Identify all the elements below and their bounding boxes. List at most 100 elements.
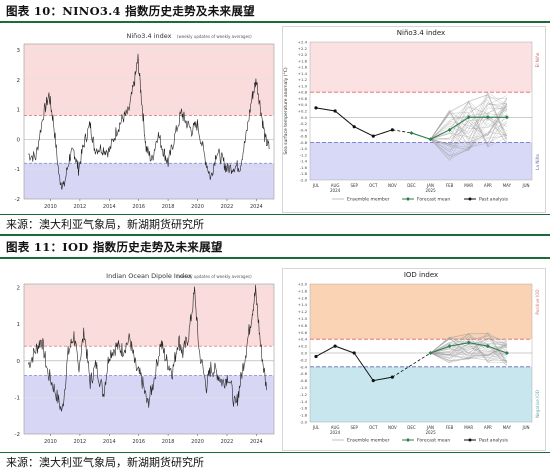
x-tick-label: OCT [369, 183, 378, 188]
ensemble-member-line [430, 339, 507, 364]
y-tick-label: -2 [15, 197, 20, 203]
ensemble-member-line [430, 91, 508, 152]
x-tick-label: FEB [446, 183, 454, 188]
y-tick-label: +1.8 [298, 288, 308, 293]
y-tick-label: +1.6 [298, 65, 308, 70]
past-analysis-point [390, 128, 394, 132]
ensemble-member-line [430, 95, 507, 161]
caption-rule [0, 21, 550, 23]
ensemble-member-line [430, 118, 507, 157]
chart-title: Niño3.4 index [397, 29, 445, 37]
x-tick-label: JUN [521, 183, 529, 188]
plot-frame [23, 43, 275, 200]
x-tick-label: 2010 [44, 439, 57, 445]
y-tick-label: +1.4 [298, 71, 308, 76]
ensemble-member-line [430, 342, 507, 357]
ensemble-member-line [430, 97, 508, 145]
y-tick-label: 0.0 [301, 115, 308, 120]
forecast-mean-point [485, 115, 490, 120]
y-tick-label: -1.4 [300, 159, 308, 164]
x-tick-label: MAR [464, 425, 473, 430]
y-tick-label: +1.2 [298, 309, 308, 314]
y-tick-label: +1.6 [298, 295, 308, 300]
ensemble-member-line [430, 110, 507, 149]
x-tick-label: JUL [312, 183, 320, 188]
legend-past-label: Past analysis [479, 197, 509, 203]
index-series-line [28, 53, 270, 190]
plot-frame [23, 283, 275, 435]
y-tick-label: -1.0 [300, 385, 308, 390]
x-tick-label: DEC [407, 425, 416, 430]
forecast-mean-point [466, 340, 471, 345]
forecast-mean-point [409, 130, 414, 135]
forecast-mean-point [504, 351, 509, 355]
x-tick-label: 2018 [162, 439, 175, 445]
y-tick-label: +0.2 [298, 109, 308, 114]
chart-title: IOD index [404, 271, 438, 279]
x-tick-label: 2012 [74, 439, 87, 445]
y-tick-label: +0.6 [298, 96, 308, 101]
y-tick-label: -1 [15, 395, 20, 401]
warm-band [24, 284, 274, 347]
x-tick-label: JAN [426, 183, 434, 188]
y-tick-label: 1 [17, 322, 21, 328]
y-tick-label: +0.8 [298, 90, 308, 95]
chart-subtitle: (weekly updates of weekly averages) [177, 34, 252, 39]
iod-outlook-chart: IOD index +2.0+1.8 +1.6 +1.4 +1.2 +1.0 +0.8 +0.… [282, 268, 546, 451]
y-tick-label: -0.8 [300, 378, 308, 383]
nino34-outlook-chart: Niño3.4 index+2.4+2.2+2.0+1.8+1.6+1.4+1.… [282, 26, 546, 213]
x-tick-label: 2016 [132, 204, 145, 210]
past-analysis-point [314, 106, 318, 110]
x-tick-label: AUG [331, 425, 340, 430]
legend-forecast-label: Forecast mean [417, 438, 450, 444]
x-tick-label: AUG [331, 183, 340, 188]
y-tick-label: 0 [17, 359, 21, 365]
x-tick-label: NOV [388, 425, 397, 430]
past-analysis-point [371, 134, 375, 138]
y-tick-label: -1.4 [300, 399, 308, 404]
ensemble-member-line [430, 343, 508, 364]
chart-title: Niño3.4 index [127, 32, 172, 40]
y-tick-label: -1.6 [300, 165, 308, 170]
ensemble-member-line [430, 346, 507, 361]
y-tick-label: -0.2 [300, 121, 308, 126]
negative-band [310, 142, 532, 180]
legend-past-marker [468, 438, 472, 442]
y-tick-label: -1.8 [300, 171, 308, 176]
section-rule [0, 234, 550, 236]
y-tick-label: +2.0 [298, 52, 308, 57]
y-tick-label: -0.4 [300, 364, 308, 369]
ensemble-member-line [430, 102, 507, 140]
y-tick-label: -1 [15, 167, 20, 173]
ensemble-member-line [430, 103, 507, 158]
y-tick-label: -1.0 [300, 146, 308, 151]
y-tick-label: +0.4 [298, 102, 308, 107]
y-tick-label: -2 [15, 432, 20, 438]
forecast-mean-point [485, 344, 490, 349]
figure-10-source: 来源：澳大利亚气象局，新湖期货研究所 [6, 218, 204, 231]
chart-title: Indian Ocean Dipole Index [106, 272, 192, 280]
ensemble-member-line [430, 113, 508, 150]
y-tick-label: +1.8 [298, 58, 308, 63]
x-tick-label: OCT [369, 425, 378, 430]
ensemble-member-line [430, 99, 508, 140]
ensemble-member-line [430, 344, 508, 367]
ensemble-member-line [430, 332, 507, 355]
x-tick-label: JAN [426, 425, 434, 430]
y-tick-label: +1.0 [298, 316, 308, 321]
year-label: 2025 [425, 430, 436, 435]
caption-rule [0, 257, 550, 259]
y-tick-label: -1.2 [300, 392, 308, 397]
y-tick-label: +0.8 [298, 323, 308, 328]
ensemble-member-line [430, 113, 508, 144]
y-tick-label: -1.8 [300, 413, 308, 418]
positive-band [310, 42, 532, 93]
y-tick-label: 2 [17, 286, 21, 292]
ensemble-member-line [430, 103, 508, 140]
x-tick-label: JUN [521, 425, 529, 430]
y-tick-label: -0.6 [300, 134, 308, 139]
x-tick-label: 2024 [250, 439, 263, 445]
y-tick-label: +2.4 [298, 40, 308, 45]
past-analysis-point [314, 354, 318, 359]
ensemble-member-line [430, 116, 508, 145]
